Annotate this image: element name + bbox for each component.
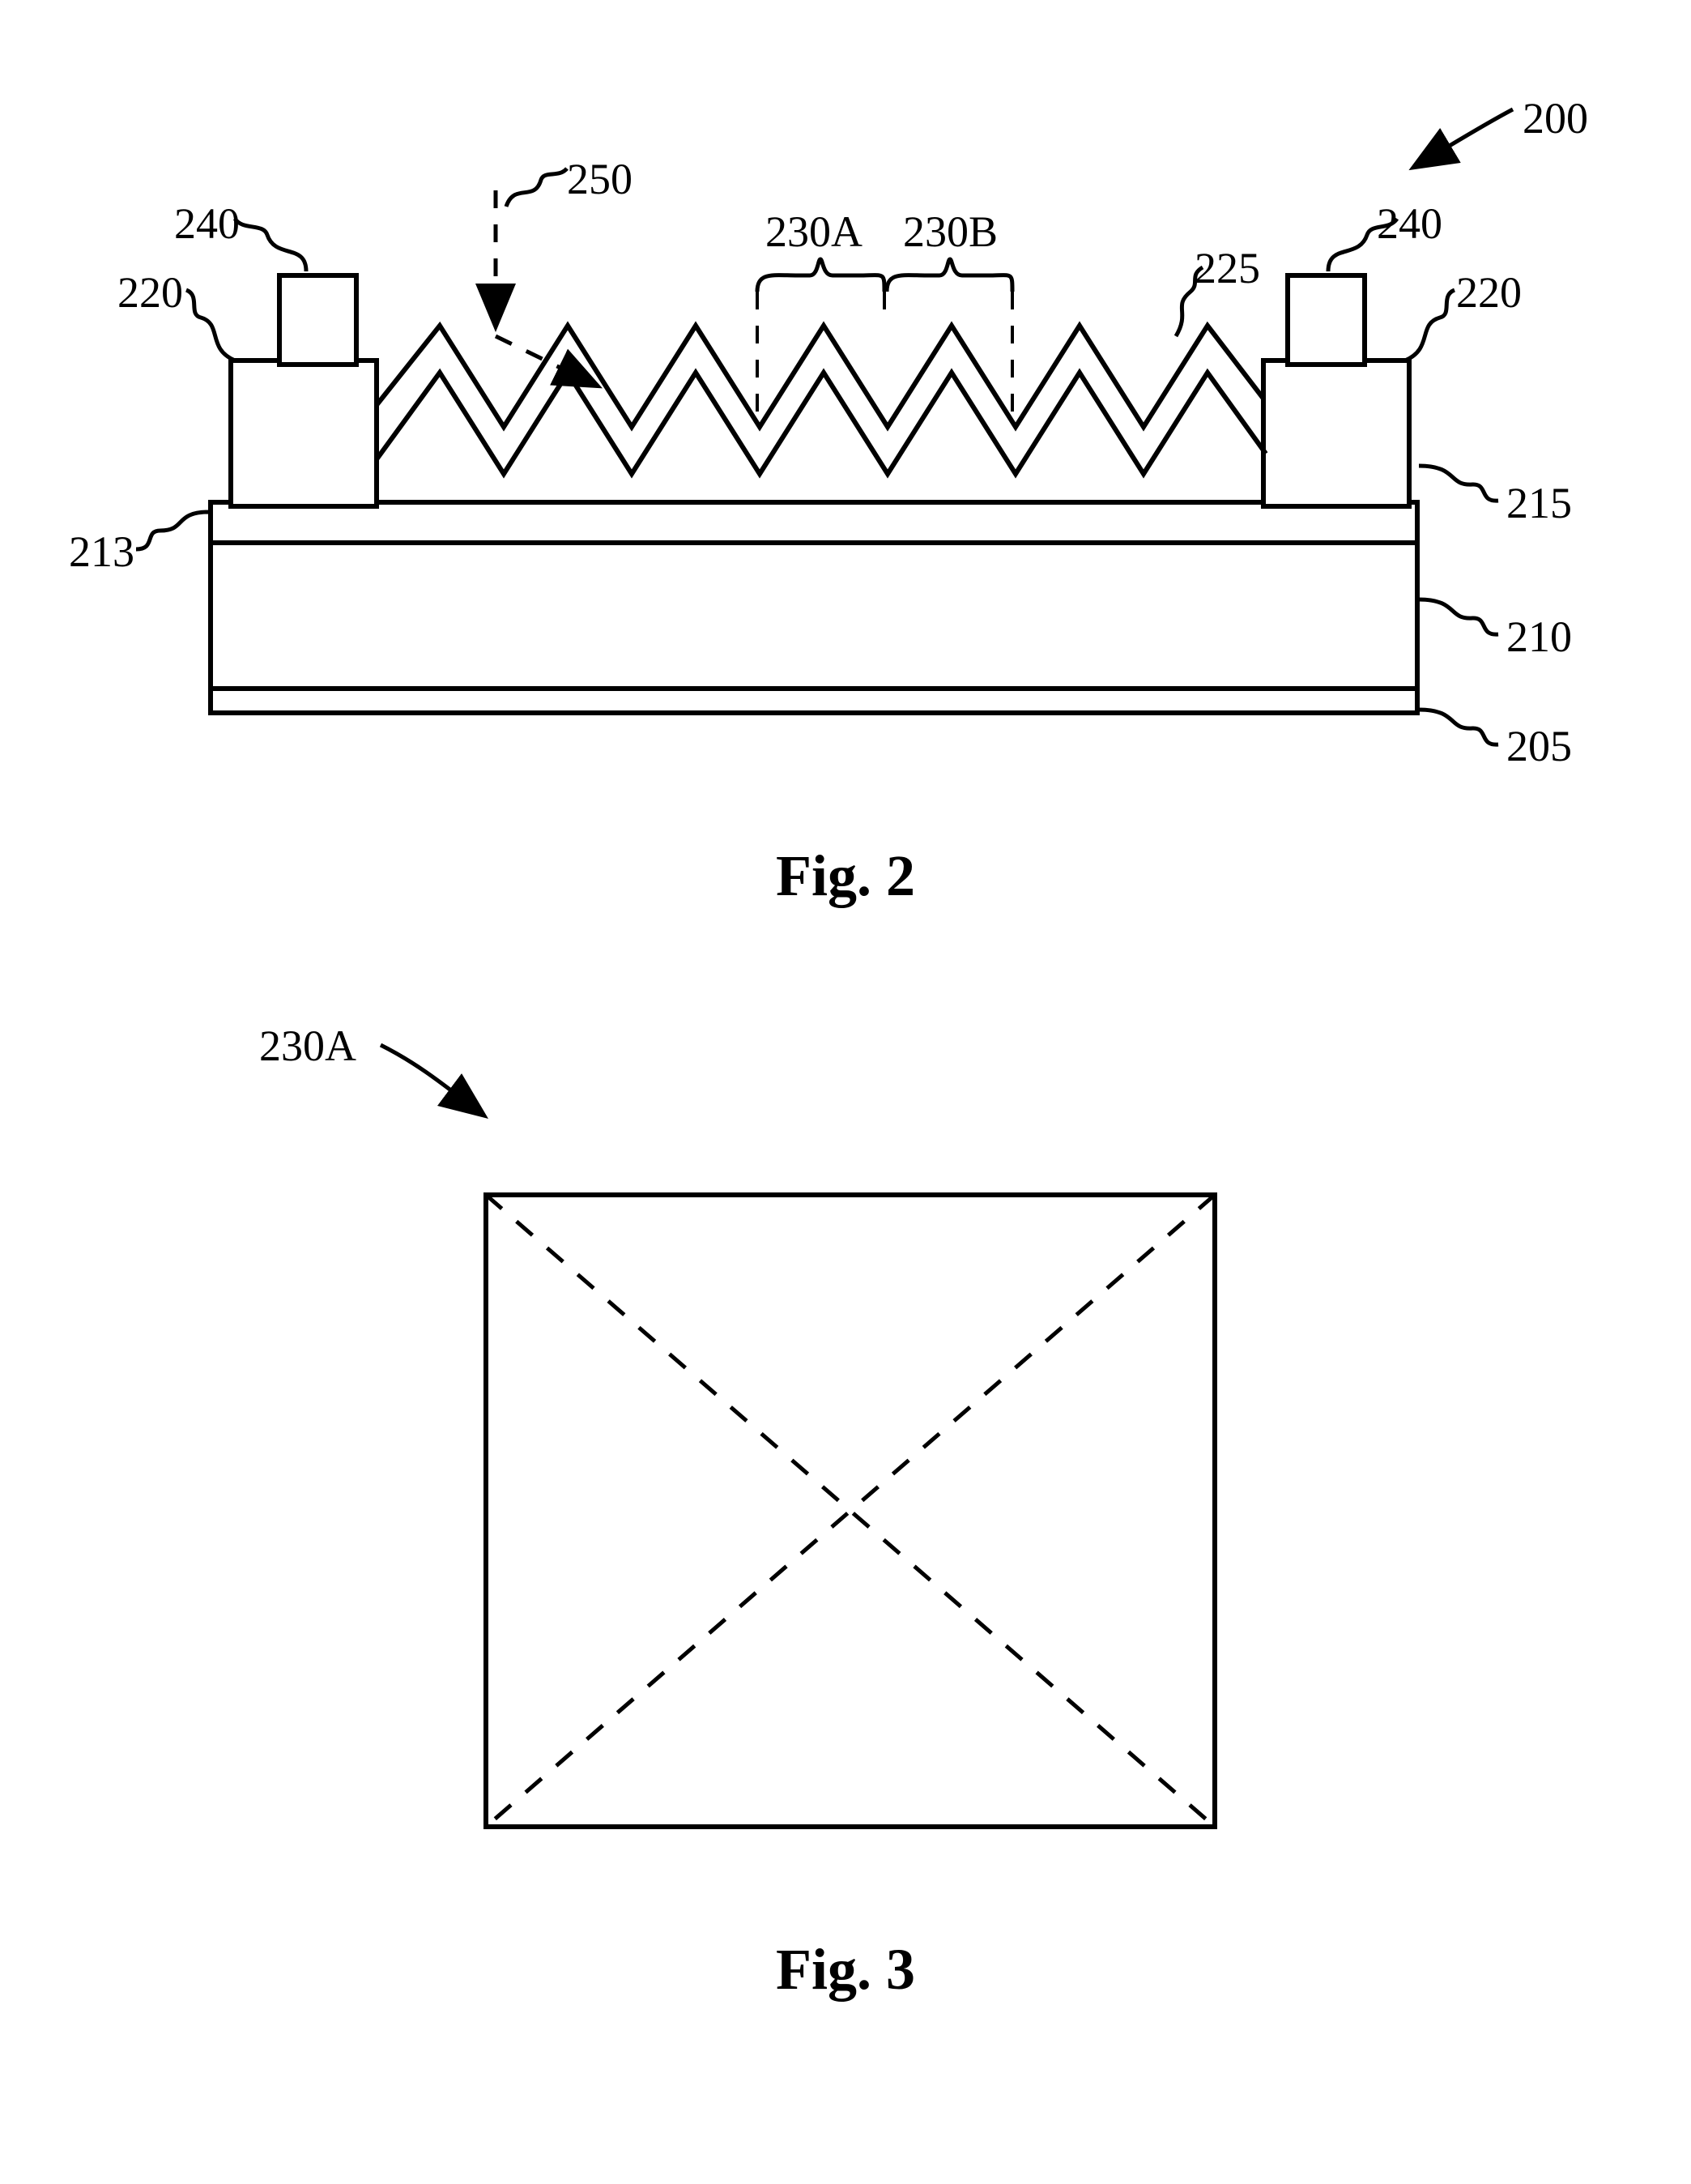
diagram-canvas <box>0 0 1691 2184</box>
figure-2 <box>136 109 1513 744</box>
caption-fig2: Fig. 2 <box>0 842 1691 910</box>
label-215: 215 <box>1506 478 1572 528</box>
leader-240-left <box>235 219 306 271</box>
block-220-right <box>1263 360 1409 506</box>
block-240-left <box>279 275 356 365</box>
leader-205 <box>1419 710 1498 744</box>
leader-230A-fig3 <box>381 1045 482 1114</box>
layer-210 <box>211 543 1417 689</box>
figure-3 <box>381 1045 1215 1827</box>
brace-230A <box>757 259 884 292</box>
label-250: 250 <box>567 154 633 204</box>
label-200: 200 <box>1523 93 1588 143</box>
layer-205 <box>211 689 1417 713</box>
caption-fig3: Fig. 3 <box>0 1936 1691 2003</box>
label-205: 205 <box>1506 721 1572 771</box>
label-210: 210 <box>1506 612 1572 662</box>
leader-220-right <box>1405 290 1455 360</box>
block-220-left <box>231 360 377 506</box>
zigzag-bottom <box>377 373 1266 474</box>
label-220-right: 220 <box>1456 267 1522 318</box>
label-230A-fig3: 230A <box>259 1021 356 1071</box>
leader-215 <box>1419 466 1498 501</box>
block-240-right <box>1288 275 1365 365</box>
label-240-left: 240 <box>174 198 240 249</box>
label-225: 225 <box>1195 243 1260 293</box>
leader-220-left <box>186 290 235 360</box>
leader-213 <box>136 512 209 549</box>
label-230B: 230B <box>903 207 998 257</box>
layer-213-215 <box>211 502 1417 543</box>
label-230A: 230A <box>765 207 863 257</box>
label-240-right: 240 <box>1377 198 1442 249</box>
label-213: 213 <box>69 527 134 577</box>
leader-210 <box>1419 599 1498 634</box>
brace-230B <box>887 259 1012 292</box>
leader-250 <box>506 168 567 207</box>
label-220-left: 220 <box>117 267 183 318</box>
leader-200 <box>1416 109 1513 166</box>
